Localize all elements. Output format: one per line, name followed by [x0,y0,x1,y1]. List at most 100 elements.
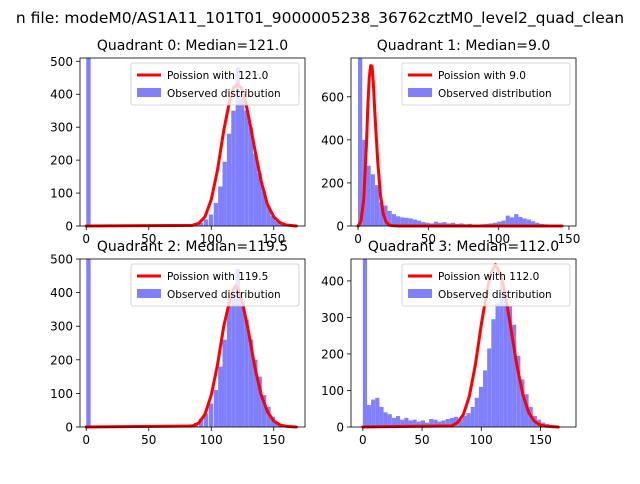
histogram-bar [396,216,401,226]
legend-poisson-label: Poission with 119.5 [167,271,268,283]
histogram-bar [261,395,267,427]
histogram-bar [408,218,413,226]
histogram-bar [257,173,262,226]
histogram-bar [198,418,204,427]
histogram-bar [198,222,204,226]
histogram-bar [425,222,430,226]
histogram-bar [257,376,262,427]
y-tick-label: 500 [50,253,73,267]
y-tick-label: 400 [50,88,73,102]
legend-observed-swatch [408,289,432,298]
histogram-bar [248,127,254,226]
x-tick-label: 150 [529,433,552,447]
legend-box [130,62,300,106]
x-tick-label: 50 [421,232,436,246]
histogram-bar [383,412,388,427]
histogram-bar [231,110,236,226]
axes-frame [350,57,577,227]
histogram-bar [222,339,227,427]
legend-poisson-label: Poission with 121.0 [167,70,268,82]
legend-poisson-label: Poission with 9.0 [438,70,526,82]
histogram-bar [279,224,284,226]
histogram-bar [248,339,254,427]
histogram-bar [391,417,396,427]
histogram-bar [240,97,245,226]
histogram-bar [520,379,525,427]
histogram-bar [208,403,214,427]
y-tick-label: 200 [321,347,344,361]
panel-title: Quadrant 1: Median=9.0 [377,38,551,54]
y-tick-label: 300 [50,121,73,135]
histogram-bar [495,302,500,427]
histogram-bar [412,219,418,226]
legend-observed-label: Observed distribution [438,88,552,100]
histogram-bar [213,390,219,427]
histogram-bar [505,215,510,226]
histogram-bar [226,133,232,226]
x-tick-label: 0 [82,433,90,447]
legend: Poission with 119.5 Observed distribution [130,263,300,307]
histogram-bar [470,406,475,427]
histogram-bar [412,419,417,427]
legend-observed-swatch [408,88,432,97]
quadrant-0-chart: 0 50 100 150 0 100 200 300 400 500 Quadrant 0: Med… [50,38,306,246]
histogram-bar [387,414,392,427]
y-tick-label: 200 [50,353,73,367]
histogram-bar [522,218,527,226]
histogram-bar [226,306,232,427]
legend-box [130,263,300,307]
x-tick-label: 0 [82,232,90,246]
histogram-bar [462,416,467,427]
histogram-bar [208,214,214,226]
histogram-bar [531,221,536,226]
histogram-bar [266,206,271,226]
histogram-bar [429,418,434,427]
quadrant-1-chart: 0 50 100 150 0 200 400 600 Quadrant 1: Median=9.… [321,38,580,246]
legend-box [401,263,571,307]
y-tick-label: 100 [50,187,73,201]
histogram-bar [526,219,531,226]
axes-frame [350,258,577,428]
legend-observed-label: Observed distribution [167,289,281,301]
y-tick-label: 400 [50,286,73,300]
histogram-bar [387,210,392,226]
histogram-bar [222,161,227,226]
legend-observed-swatch [137,289,161,298]
histogram-bar [499,280,504,427]
x-tick-label: 50 [414,433,429,447]
histogram-bar [442,222,447,226]
y-tick-label: 400 [321,274,344,288]
y-tick-label: 600 [321,90,344,104]
y-tick-label: 100 [321,384,344,398]
observed-histogram [362,259,550,427]
histogram-bar [450,222,456,226]
histogram-bar [437,421,442,427]
histogram-bar [421,222,426,226]
legend-observed-label: Observed distribution [167,88,281,100]
x-tick-label: 100 [200,433,223,447]
y-tick-label: 0 [336,220,344,234]
y-tick-label: 200 [321,176,344,190]
histogram-bar [375,397,380,427]
histogram-bar [535,222,540,226]
histogram-bar [366,405,372,427]
x-tick-label: 50 [141,433,156,447]
y-tick-label: 0 [65,421,73,435]
histogram-bar [400,419,405,427]
legend-poisson-label: Poission with 112.0 [438,271,539,283]
histogram-bar [478,386,484,427]
histogram-bar [503,295,508,427]
y-tick-label: 200 [50,154,73,168]
axes-frame [79,57,306,227]
histogram-bar [270,216,276,226]
histogram-bar [371,399,376,427]
histogram-bar [487,348,492,427]
x-tick-label: 150 [262,433,285,447]
axes-frame [79,258,306,428]
histogram-bar [218,186,223,226]
x-tick-label: 0 [359,433,367,447]
histogram-bar [433,221,439,226]
histogram-bar [235,67,241,226]
histogram-bar [501,220,506,226]
histogram-bar [509,217,515,226]
